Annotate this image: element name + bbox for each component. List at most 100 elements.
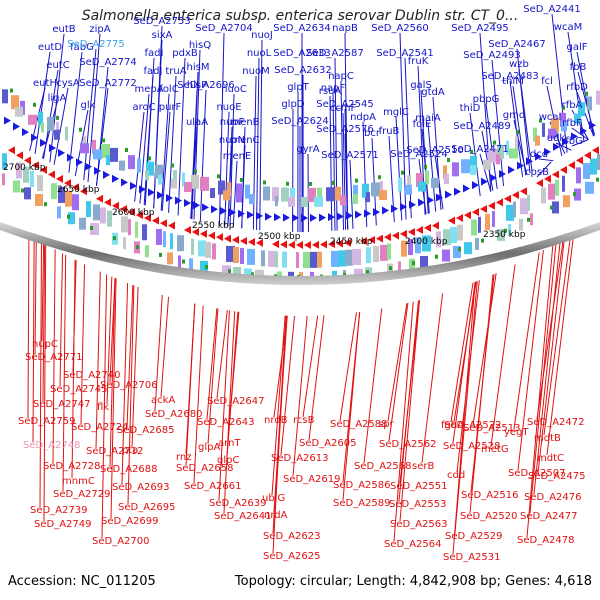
- gene-label-sed-a2695[interactable]: SeD_A2695: [118, 502, 176, 513]
- gene-label-fcl[interactable]: fcl: [541, 76, 553, 87]
- gene-label-pbpg[interactable]: pbpG: [473, 94, 500, 105]
- gene-label-sed-a2568[interactable]: SeD_A2568: [354, 461, 412, 472]
- gene-label-sed-a2576[interactable]: SeD_A2576: [316, 124, 374, 135]
- gene-label-sed-a2623[interactable]: SeD_A2623: [263, 531, 321, 542]
- gene-label-sed-a2685[interactable]: SeD_A2685: [117, 425, 175, 436]
- gene-label-pta[interactable]: pta: [122, 445, 138, 456]
- gene-label-sed-a2510[interactable]: SeD_A2510: [406, 145, 464, 156]
- gene-label-sed-a2495[interactable]: SeD_A2495: [451, 23, 509, 34]
- gene-label-nuol[interactable]: nuoL: [247, 48, 272, 59]
- gene-label-napc[interactable]: napC: [328, 71, 354, 82]
- gene-label-sed-a2522[interactable]: SeD_A2522: [444, 420, 502, 431]
- gene-label-sed-a2759[interactable]: SeD_A2759: [18, 416, 76, 427]
- gene-label-napb[interactable]: napB: [332, 23, 358, 34]
- gene-label-sed-a2571[interactable]: SeD_A2571: [321, 150, 379, 161]
- gene-label-sed-a2619[interactable]: SeD_A2619: [283, 474, 341, 485]
- gene-label-sed-a2724[interactable]: SeD_A2724: [71, 422, 129, 433]
- gene-label-fgha[interactable]: fghA: [441, 420, 464, 431]
- gene-label-sed-a2624[interactable]: SeD_A2624: [271, 116, 329, 127]
- gene-label-thid[interactable]: thiD: [460, 103, 481, 114]
- gene-label-sed-a2483[interactable]: SeD_A2483: [481, 71, 539, 82]
- gene-label-galf[interactable]: galF: [566, 42, 587, 53]
- gene-label-nuoj[interactable]: nuoJ: [251, 30, 273, 41]
- gene-label-metg[interactable]: metG: [481, 444, 509, 455]
- gene-label-menc[interactable]: menC: [230, 135, 259, 146]
- gene-label-purf[interactable]: purF: [159, 102, 182, 113]
- gene-label-sed-a2489[interactable]: SeD_A2489: [453, 121, 511, 132]
- gene-label-sed-a2704[interactable]: SeD_A2704: [195, 23, 253, 34]
- gene-label-mnmc[interactable]: mnmC: [62, 476, 95, 487]
- gene-label-eutd[interactable]: eutD: [38, 42, 62, 53]
- gene-label-glpa[interactable]: glpA: [198, 442, 220, 453]
- gene-label-nrdb[interactable]: nrdB: [264, 415, 288, 426]
- gene-label-yegt[interactable]: yegT: [504, 427, 529, 438]
- gene-label-wcam[interactable]: wcaM: [554, 22, 582, 33]
- gene-label-sed-a2774[interactable]: SeD_A2774: [79, 57, 137, 68]
- gene-label-sed-a2625[interactable]: SeD_A2625: [263, 551, 321, 562]
- gene-label-cdd[interactable]: cdd: [447, 470, 465, 481]
- gene-label-sed-a2771[interactable]: SeD_A2771: [25, 352, 83, 363]
- gene-label-sed-a2564[interactable]: SeD_A2564: [384, 539, 442, 550]
- gene-label-eutc[interactable]: eutC: [46, 60, 69, 71]
- gene-label-sed-a2513[interactable]: SeD_A2513: [463, 423, 521, 434]
- gene-label-sed-a2471[interactable]: SeD_A2471: [451, 144, 509, 155]
- gene-label-sed-a2475[interactable]: SeD_A2475: [528, 471, 586, 482]
- gene-label-sed-a2633[interactable]: SeD_A2633: [273, 48, 331, 59]
- gene-label-sed-a2562[interactable]: SeD_A2562: [379, 439, 437, 450]
- gene-label-sed-a2524[interactable]: SeD_A2524: [390, 149, 448, 160]
- gene-label-sed-a2563[interactable]: SeD_A2563: [390, 519, 448, 530]
- gene-label-ubig[interactable]: ubiG: [262, 493, 285, 504]
- gene-label-sed-a2643[interactable]: SeD_A2643: [197, 417, 255, 428]
- gene-label-fabg[interactable]: fabG: [70, 42, 94, 53]
- gene-label-bcr[interactable]: bcr: [364, 128, 381, 139]
- gene-label-serb[interactable]: serB: [412, 461, 434, 472]
- gene-label-ndpa[interactable]: ndpA: [350, 112, 376, 123]
- gene-label-sed-a2529[interactable]: SeD_A2529: [445, 531, 503, 542]
- gene-label-acka[interactable]: ackA: [151, 395, 175, 406]
- gene-label-sed-a2472[interactable]: SeD_A2472: [527, 417, 585, 428]
- gene-label-sed-a2553[interactable]: SeD_A2553: [389, 499, 447, 510]
- gene-label-mglc[interactable]: mglC: [383, 107, 409, 118]
- gene-label-flk[interactable]: flk: [97, 402, 109, 413]
- gene-label-glpq[interactable]: glpQ: [281, 99, 304, 110]
- gene-label-rsua[interactable]: rsuA: [319, 86, 342, 97]
- gene-label-fbb[interactable]: fbB: [570, 62, 587, 73]
- gene-label-menb[interactable]: menB: [230, 117, 259, 128]
- gene-label-dcd[interactable]: dcd: [530, 149, 548, 160]
- gene-label-arnt[interactable]: arnT: [218, 438, 241, 449]
- gene-label-nuom[interactable]: nuoM: [242, 66, 269, 77]
- gene-label-rfba[interactable]: rfbA: [562, 100, 583, 111]
- gene-label-sed-a2507[interactable]: SeD_A2507: [508, 468, 566, 479]
- gene-label-nuon[interactable]: nuoN: [219, 135, 245, 146]
- gene-label-gtda[interactable]: gtdA: [421, 87, 445, 98]
- gene-label-glk[interactable]: glk: [81, 100, 96, 111]
- gene-label-sed-a2641[interactable]: SeD_A2641: [214, 511, 272, 522]
- gene-label-frub[interactable]: fruB: [379, 126, 400, 137]
- gene-label-maia[interactable]: maiA: [415, 113, 441, 124]
- gene-label-eutb[interactable]: eutB: [52, 24, 75, 35]
- gene-label-sed-a2700[interactable]: SeD_A2700: [92, 536, 150, 547]
- gene-label-sed-a2551[interactable]: SeD_A2551: [390, 481, 448, 492]
- gene-label-ccmf[interactable]: ccmF: [330, 103, 357, 114]
- gene-label-sed-a2516[interactable]: SeD_A2516: [461, 490, 519, 501]
- gene-label-gyra[interactable]: gyrA: [296, 144, 319, 155]
- gene-label-sed-a2476[interactable]: SeD_A2476: [524, 492, 582, 503]
- gene-label-rfbd[interactable]: rfbD: [566, 82, 588, 93]
- gene-label-nuoc[interactable]: nuoC: [221, 84, 247, 95]
- gene-label-thim[interactable]: thiM: [502, 76, 524, 87]
- gene-label-sed-a2706[interactable]: SeD_A2706: [100, 380, 158, 391]
- gene-label-nupc[interactable]: nupC: [32, 339, 58, 350]
- gene-label-sed-a2748[interactable]: SeD_A2748: [23, 440, 81, 451]
- gene-label-gmd[interactable]: gmd: [503, 110, 525, 121]
- gene-label-sed-a2680[interactable]: SeD_A2680: [145, 409, 203, 420]
- gene-label-sed-a2739[interactable]: SeD_A2739: [30, 505, 88, 516]
- gene-label-rcsb[interactable]: rcsB: [293, 415, 315, 426]
- gene-label-sed-a2477[interactable]: SeD_A2477: [520, 511, 578, 522]
- gene-label-cpsb[interactable]: cpsB: [525, 167, 549, 178]
- gene-label-sed-a2632[interactable]: SeD_A2632: [274, 65, 332, 76]
- gene-label-liga[interactable]: ligA: [48, 93, 67, 104]
- gene-label-sed-a2712[interactable]: SeD_A2712: [86, 446, 144, 457]
- gene-label-sed-a2587[interactable]: SeD_A2587: [306, 48, 364, 59]
- gene-label-sed-a2531[interactable]: SeD_A2531: [443, 552, 501, 563]
- gene-label-hisp[interactable]: hisP: [187, 80, 207, 91]
